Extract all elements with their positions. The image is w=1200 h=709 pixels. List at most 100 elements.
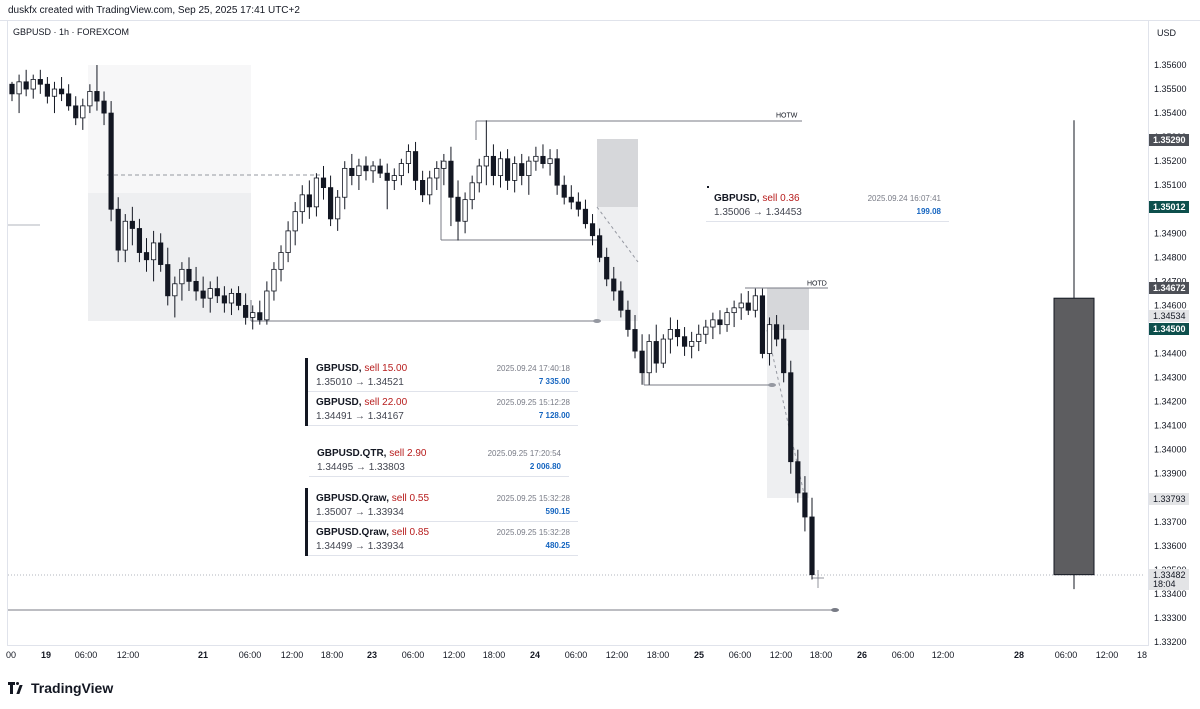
candle-body — [391, 175, 397, 181]
trade-box-4[interactable]: GBPUSD.Qraw, sell 0.55 1.35007 → 1.33934… — [305, 488, 578, 556]
candle — [774, 315, 780, 347]
price-tick-label: 1.35400 — [1154, 108, 1187, 118]
trade-time: 2025.09.25 15:32:28 — [496, 528, 570, 537]
price-tick-label: 1.34300 — [1154, 373, 1187, 383]
candle-body — [101, 100, 107, 114]
candle-body — [44, 83, 50, 97]
candle — [788, 360, 794, 474]
level-marker — [768, 383, 776, 387]
price-tag: 1.34672 — [1149, 282, 1189, 294]
candle — [320, 165, 327, 200]
price-tag-bg — [1149, 201, 1189, 213]
candle-body — [179, 268, 185, 285]
price-tick-label: 1.33600 — [1154, 541, 1187, 551]
candle — [108, 101, 114, 222]
candle-body — [221, 295, 227, 304]
brand-text: TradingView — [31, 680, 114, 696]
price-tag: 1.34500 — [1149, 323, 1189, 335]
candle-body — [674, 329, 681, 338]
candle-body — [469, 182, 475, 201]
candle-body — [9, 83, 15, 95]
candle — [335, 190, 341, 231]
candle — [172, 276, 178, 318]
trade-prices: 1.35006 → 1.34453 — [714, 207, 802, 218]
price-tick-label: 1.34800 — [1154, 252, 1187, 262]
candle — [342, 161, 348, 210]
candle-body — [370, 165, 376, 172]
candle — [214, 276, 220, 304]
candle-body — [809, 516, 815, 576]
candle — [795, 449, 801, 503]
candle — [129, 206, 135, 246]
candle-body — [327, 187, 334, 220]
candle — [257, 300, 263, 325]
trade-box-3[interactable]: GBPUSD.QTR, sell 2.90 1.34495 → 1.33803 … — [309, 443, 569, 477]
price-tick-label: 1.35100 — [1154, 180, 1187, 190]
candle — [745, 290, 751, 316]
candle-body — [172, 283, 178, 297]
trade-time: 2025.09.25 17:20:54 — [487, 449, 561, 458]
candle — [455, 180, 461, 241]
price-tag-text: 1.33482 — [1153, 570, 1186, 580]
price-tag-text: 18:04 — [1153, 579, 1176, 589]
price-tag-text: 1.34500 — [1153, 324, 1186, 334]
price-tag-bg — [1149, 282, 1189, 294]
candle-body — [653, 341, 659, 364]
candle-body — [618, 290, 624, 311]
trade-symbol: GBPUSD.Qraw, sell 0.55 — [316, 493, 430, 504]
candle-body — [349, 167, 355, 176]
tradingview-logo[interactable]: TradingView — [8, 680, 113, 696]
candle — [476, 158, 482, 193]
time-tick-label: 28 — [1014, 650, 1024, 660]
candle-body — [561, 184, 567, 198]
time-tick-label: 12:00 — [606, 650, 629, 660]
candle-body — [759, 295, 766, 354]
candle-body — [455, 196, 461, 222]
candle-body — [306, 194, 312, 208]
candle-body — [158, 242, 164, 265]
candle — [66, 84, 72, 111]
price-tag-bg — [1149, 134, 1189, 146]
candle-body — [774, 324, 780, 340]
candle — [30, 74, 36, 99]
candle-body — [398, 163, 404, 176]
candle — [575, 192, 581, 217]
currency-label[interactable]: USD — [1157, 28, 1177, 38]
price-tick-label: 1.34600 — [1154, 300, 1187, 310]
candle — [802, 476, 808, 532]
candle — [73, 96, 79, 126]
candle — [724, 307, 730, 332]
time-tick-label: 12:00 — [281, 650, 304, 660]
candle-body — [526, 160, 532, 176]
candle-body — [186, 268, 192, 282]
trade-symbol: GBPUSD, sell 15.00 — [316, 363, 408, 374]
price-tag-text: 1.33793 — [1153, 494, 1186, 504]
candle — [533, 146, 539, 171]
price-tag: 1.33793 — [1149, 493, 1189, 505]
candle-body — [604, 256, 610, 280]
candle-body — [490, 155, 497, 176]
trade-box-1[interactable]: GBPUSD, sell 0.36 1.35006 → 1.34453 2025… — [706, 188, 949, 222]
candle — [568, 185, 574, 210]
trade-time: 2025.09.24 16:07:41 — [867, 194, 941, 203]
top-bar: duskfx created with TradingView.com, Sep… — [0, 0, 1200, 21]
candle — [356, 158, 362, 191]
candle — [370, 161, 376, 183]
price-tick-label: 1.34000 — [1154, 445, 1187, 455]
candle — [37, 69, 43, 94]
candle-body — [193, 280, 199, 292]
candle-body — [632, 329, 638, 352]
level-marker — [831, 608, 839, 612]
candle — [384, 163, 390, 210]
candle-body — [405, 151, 412, 164]
time-tick-label: 21 — [198, 650, 208, 660]
candle-body — [342, 167, 348, 198]
candle-body — [320, 177, 327, 189]
candle — [660, 334, 666, 368]
price-tick-label: 1.35600 — [1154, 60, 1187, 70]
candle-body — [568, 196, 574, 203]
trade-box-2[interactable]: GBPUSD, sell 15.00 1.35010 → 1.34521 202… — [305, 358, 578, 426]
candle-body — [129, 220, 135, 229]
time-tick-label: 23 — [367, 650, 377, 660]
